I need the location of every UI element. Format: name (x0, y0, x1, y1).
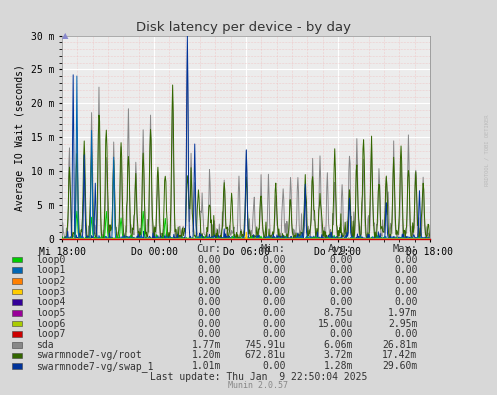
Text: 0.00: 0.00 (198, 308, 221, 318)
Text: 0.00: 0.00 (198, 276, 221, 286)
Text: loop6: loop6 (36, 318, 65, 329)
Text: 6.06m: 6.06m (324, 340, 353, 350)
Text: 0.00: 0.00 (330, 276, 353, 286)
Text: Munin 2.0.57: Munin 2.0.57 (229, 382, 288, 390)
Text: 0.00: 0.00 (262, 318, 286, 329)
Text: Max:: Max: (393, 244, 417, 254)
Text: 0.00: 0.00 (330, 286, 353, 297)
Text: Avg:: Avg: (328, 244, 353, 254)
Text: Disk latency per device - by day: Disk latency per device - by day (136, 21, 351, 34)
Text: 1.97m: 1.97m (388, 308, 417, 318)
Text: 0.00: 0.00 (262, 286, 286, 297)
Text: 672.81u: 672.81u (245, 350, 286, 361)
Text: 0.00: 0.00 (198, 254, 221, 265)
Text: Last update: Thu Jan  9 22:50:04 2025: Last update: Thu Jan 9 22:50:04 2025 (150, 372, 367, 382)
Text: 0.00: 0.00 (198, 329, 221, 339)
Text: 0.00: 0.00 (330, 297, 353, 307)
Text: 3.72m: 3.72m (324, 350, 353, 361)
Text: loop5: loop5 (36, 308, 65, 318)
Text: 0.00: 0.00 (394, 254, 417, 265)
Text: 0.00: 0.00 (198, 286, 221, 297)
Text: loop0: loop0 (36, 254, 65, 265)
Text: loop4: loop4 (36, 297, 65, 307)
Text: 0.00: 0.00 (198, 265, 221, 275)
Text: 0.00: 0.00 (262, 308, 286, 318)
Text: 0.00: 0.00 (394, 286, 417, 297)
Text: loop2: loop2 (36, 276, 65, 286)
Text: 1.20m: 1.20m (192, 350, 221, 361)
Text: 0.00: 0.00 (394, 329, 417, 339)
Text: 0.00: 0.00 (262, 265, 286, 275)
Text: 0.00: 0.00 (198, 297, 221, 307)
Text: 0.00: 0.00 (330, 254, 353, 265)
Text: RRDTOOL / TOBI OETIKER: RRDTOOL / TOBI OETIKER (485, 114, 490, 186)
Text: ▲: ▲ (62, 31, 69, 40)
Text: 0.00: 0.00 (262, 329, 286, 339)
Text: 745.91u: 745.91u (245, 340, 286, 350)
Text: 0.00: 0.00 (262, 297, 286, 307)
Text: 0.00: 0.00 (394, 297, 417, 307)
Text: 0.00: 0.00 (394, 276, 417, 286)
Text: 0.00: 0.00 (198, 318, 221, 329)
Text: loop7: loop7 (36, 329, 65, 339)
Text: Cur:: Cur: (196, 244, 221, 254)
Text: swarmnode7-vg/swap_1: swarmnode7-vg/swap_1 (36, 361, 153, 372)
Text: loop3: loop3 (36, 286, 65, 297)
Text: 1.28m: 1.28m (324, 361, 353, 371)
Text: 8.75u: 8.75u (324, 308, 353, 318)
Text: loop1: loop1 (36, 265, 65, 275)
Text: 0.00: 0.00 (330, 265, 353, 275)
Text: 29.60m: 29.60m (382, 361, 417, 371)
Text: Min:: Min: (261, 244, 286, 254)
Text: 1.01m: 1.01m (192, 361, 221, 371)
Text: 26.81m: 26.81m (382, 340, 417, 350)
Text: swarmnode7-vg/root: swarmnode7-vg/root (36, 350, 142, 361)
Text: sda: sda (36, 340, 53, 350)
Text: 0.00: 0.00 (330, 329, 353, 339)
Text: 0.00: 0.00 (262, 361, 286, 371)
Text: 0.00: 0.00 (262, 276, 286, 286)
Text: 1.77m: 1.77m (192, 340, 221, 350)
Text: 2.95m: 2.95m (388, 318, 417, 329)
Y-axis label: Average IO Wait (seconds): Average IO Wait (seconds) (15, 64, 25, 211)
Text: 15.00u: 15.00u (318, 318, 353, 329)
Text: 0.00: 0.00 (394, 265, 417, 275)
Text: 0.00: 0.00 (262, 254, 286, 265)
Text: 17.42m: 17.42m (382, 350, 417, 361)
